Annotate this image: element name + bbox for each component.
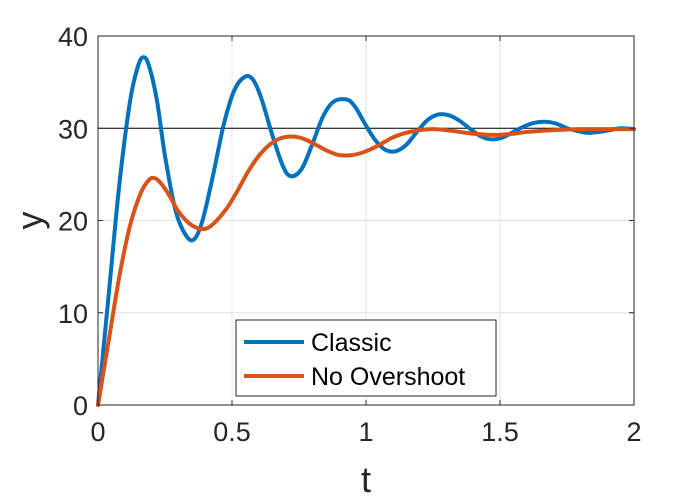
y-tick-label: 40 — [58, 22, 88, 52]
series-line-no-overshoot — [96, 127, 636, 407]
y-tick-label: 0 — [73, 391, 88, 421]
x-tick-label: 1 — [358, 417, 373, 447]
y-tick-label: 30 — [58, 114, 88, 144]
x-tick-label: 2 — [626, 417, 641, 447]
legend-box — [235, 319, 497, 397]
legend-label-classic: Classic — [311, 329, 392, 357]
x-axis-label: t — [361, 459, 371, 500]
series-layer — [96, 55, 636, 407]
x-tick-label: 1.5 — [481, 417, 519, 447]
series-line-classic — [96, 55, 636, 407]
x-tick-label: 0.5 — [213, 417, 251, 447]
y-tick-label: 20 — [58, 207, 88, 237]
legend: Classic No Overshoot — [235, 319, 497, 397]
x-tick-label: 0 — [90, 417, 105, 447]
y-tick-label: 10 — [58, 299, 88, 329]
y-axis-label: y — [9, 212, 50, 230]
legend-label-no-overshoot: No Overshoot — [311, 363, 465, 391]
